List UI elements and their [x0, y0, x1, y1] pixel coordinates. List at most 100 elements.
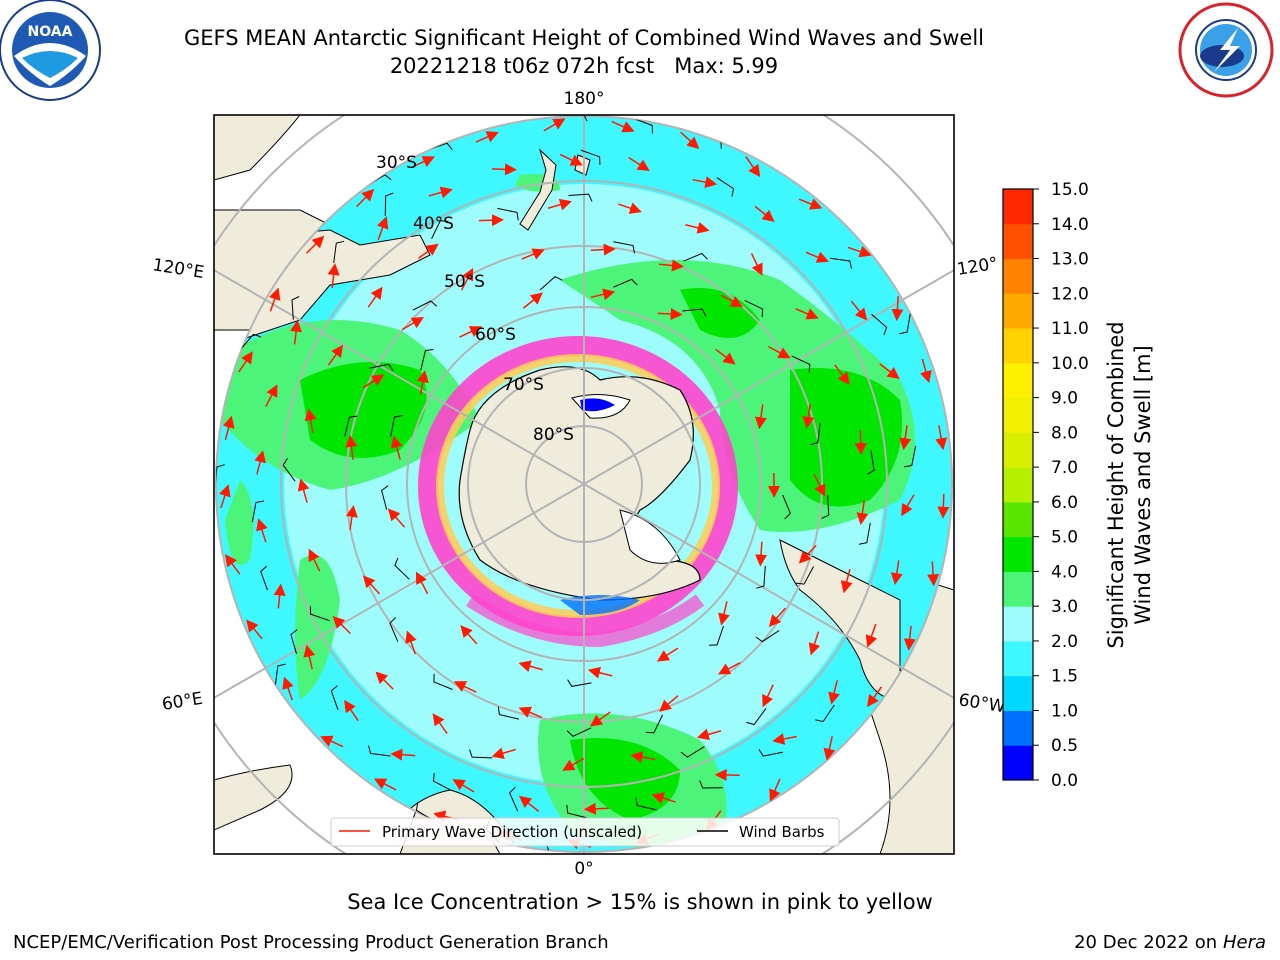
wave-direction-arrow: [491, 163, 517, 176]
colorbar-segment: [1003, 258, 1033, 294]
wind-barb: [433, 673, 453, 690]
wave-direction-arrow: [559, 153, 583, 166]
wave-direction-arrow: [657, 308, 683, 321]
colorbar-title-line2: Wind Waves and Swell [m]: [1131, 345, 1155, 625]
wave-direction-arrow: [246, 619, 263, 640]
wave-direction-arrow: [415, 571, 429, 595]
colorbar-tick-label: 6.0: [1051, 493, 1078, 513]
wind-barb: [613, 278, 638, 288]
wave-direction-arrow: [459, 326, 483, 338]
colorbar-segment: [1003, 571, 1033, 607]
wave-direction-arrow: [590, 288, 616, 301]
wind-barb: [682, 308, 707, 317]
wave-direction-arrow: [375, 671, 394, 690]
wave-direction-arrow: [269, 287, 281, 312]
colorbar: [1003, 189, 1033, 781]
wave-direction-arrow: [891, 296, 904, 322]
wave-direction-arrow: [798, 198, 823, 210]
wave-direction-arrow: [390, 435, 403, 460]
wave-direction-arrow: [320, 735, 344, 748]
wind-barb: [568, 193, 593, 202]
wind-barb: [613, 241, 635, 254]
wave-direction-arrow: [290, 319, 303, 345]
colorbar-tick-label: 0.5: [1051, 736, 1078, 756]
wind-barb: [282, 458, 296, 482]
wave-direction-arrow: [680, 131, 700, 149]
wave-direction-arrow: [405, 630, 417, 655]
wind-barb: [756, 565, 766, 589]
wind-barb: [344, 415, 358, 437]
wind-barb: [369, 363, 394, 372]
wave-direction-arrow: [356, 188, 375, 208]
wave-direction-arrow: [659, 695, 679, 712]
wind-barb: [368, 745, 391, 757]
wind-barb: [815, 704, 835, 723]
wave-direction-arrow: [518, 660, 543, 672]
wave-direction-arrow: [854, 430, 867, 456]
colorbar-tick-label: 4.0: [1051, 562, 1078, 582]
wind-barb: [866, 450, 875, 475]
wind-barb: [899, 312, 911, 335]
lon-label-60w: 60°W: [957, 690, 1007, 717]
wave-direction-arrow: [265, 384, 278, 407]
wind-barb: [782, 494, 791, 520]
wave-direction-arrow: [802, 403, 815, 429]
wind-barb: [683, 252, 708, 262]
noaa-logo: NOAA: [0, 0, 101, 101]
wave-direction-arrow: [750, 253, 763, 276]
wave-direction-arrow: [452, 779, 475, 793]
wave-direction-arrow: [745, 156, 761, 178]
wind-barb: [384, 192, 394, 216]
wind-barb: [829, 257, 853, 269]
wave-direction-arrow: [927, 561, 940, 587]
wave-direction-arrow: [890, 560, 903, 586]
svg-text:NOAA: NOAA: [28, 24, 73, 40]
wind-barb: [394, 557, 410, 580]
wave-direction-arrow: [373, 778, 397, 791]
wind-barb: [580, 149, 601, 165]
wave-direction-arrow: [696, 728, 722, 741]
wind-barb: [680, 746, 705, 758]
colorbar-tick-label: 3.0: [1051, 597, 1078, 617]
wave-direction-arrow: [521, 248, 545, 260]
wind-barb: [260, 565, 268, 591]
wind-barb: [420, 349, 434, 371]
colorbar-tick-label: 8.0: [1051, 423, 1078, 443]
colorbar-segment: [1003, 745, 1033, 781]
wave-direction-arrow: [522, 292, 543, 309]
wave-direction-arrow: [762, 684, 774, 708]
wave-direction-arrow: [651, 792, 676, 804]
colorbar-tick-label: 1.5: [1051, 667, 1078, 687]
wind-barb: [497, 706, 520, 720]
colorbar-ticks: 0.0 0.5 1.0 1.5 2.0 3.0 4.0 5.0 6.0 7.0 8.0 9.0 10.0…: [1033, 180, 1089, 791]
wind-barb: [381, 485, 389, 510]
footer-date-text: 20 Dec 2022 on: [1074, 932, 1218, 953]
lon-label-60e: 60°E: [161, 689, 205, 715]
lat-label-40s: 40°S: [413, 214, 454, 234]
lat-label-30s: 30°S: [376, 153, 417, 173]
wave-direction-arrow: [903, 625, 916, 651]
wave-direction-arrow: [834, 364, 850, 385]
wave-direction-arrow: [297, 478, 310, 503]
colorbar-tick-label: 13.0: [1051, 250, 1089, 270]
wave-direction-arrow: [798, 544, 817, 564]
wave-direction-arrow: [847, 245, 872, 258]
colorbar-tick-label: 2.0: [1051, 632, 1078, 652]
wave-direction-arrow: [754, 404, 767, 430]
wind-barb: [567, 679, 592, 687]
wave-direction-arrow: [238, 351, 253, 373]
wave-direction-arrow: [715, 348, 736, 365]
colorbar-segment: [1003, 675, 1033, 711]
nws-logo: [1178, 2, 1274, 98]
wind-barb: [566, 727, 592, 737]
lon-label-120w: 120°: [956, 254, 1000, 280]
wind-barb: [746, 708, 767, 726]
wind-barb: [633, 118, 653, 134]
wind-barb: [709, 625, 724, 646]
wave-direction-arrow: [256, 518, 268, 543]
wave-direction-arrow: [254, 450, 266, 475]
wave-direction-arrow: [656, 647, 679, 662]
wave-direction-arrow: [273, 583, 286, 609]
wind-barb: [309, 606, 330, 622]
